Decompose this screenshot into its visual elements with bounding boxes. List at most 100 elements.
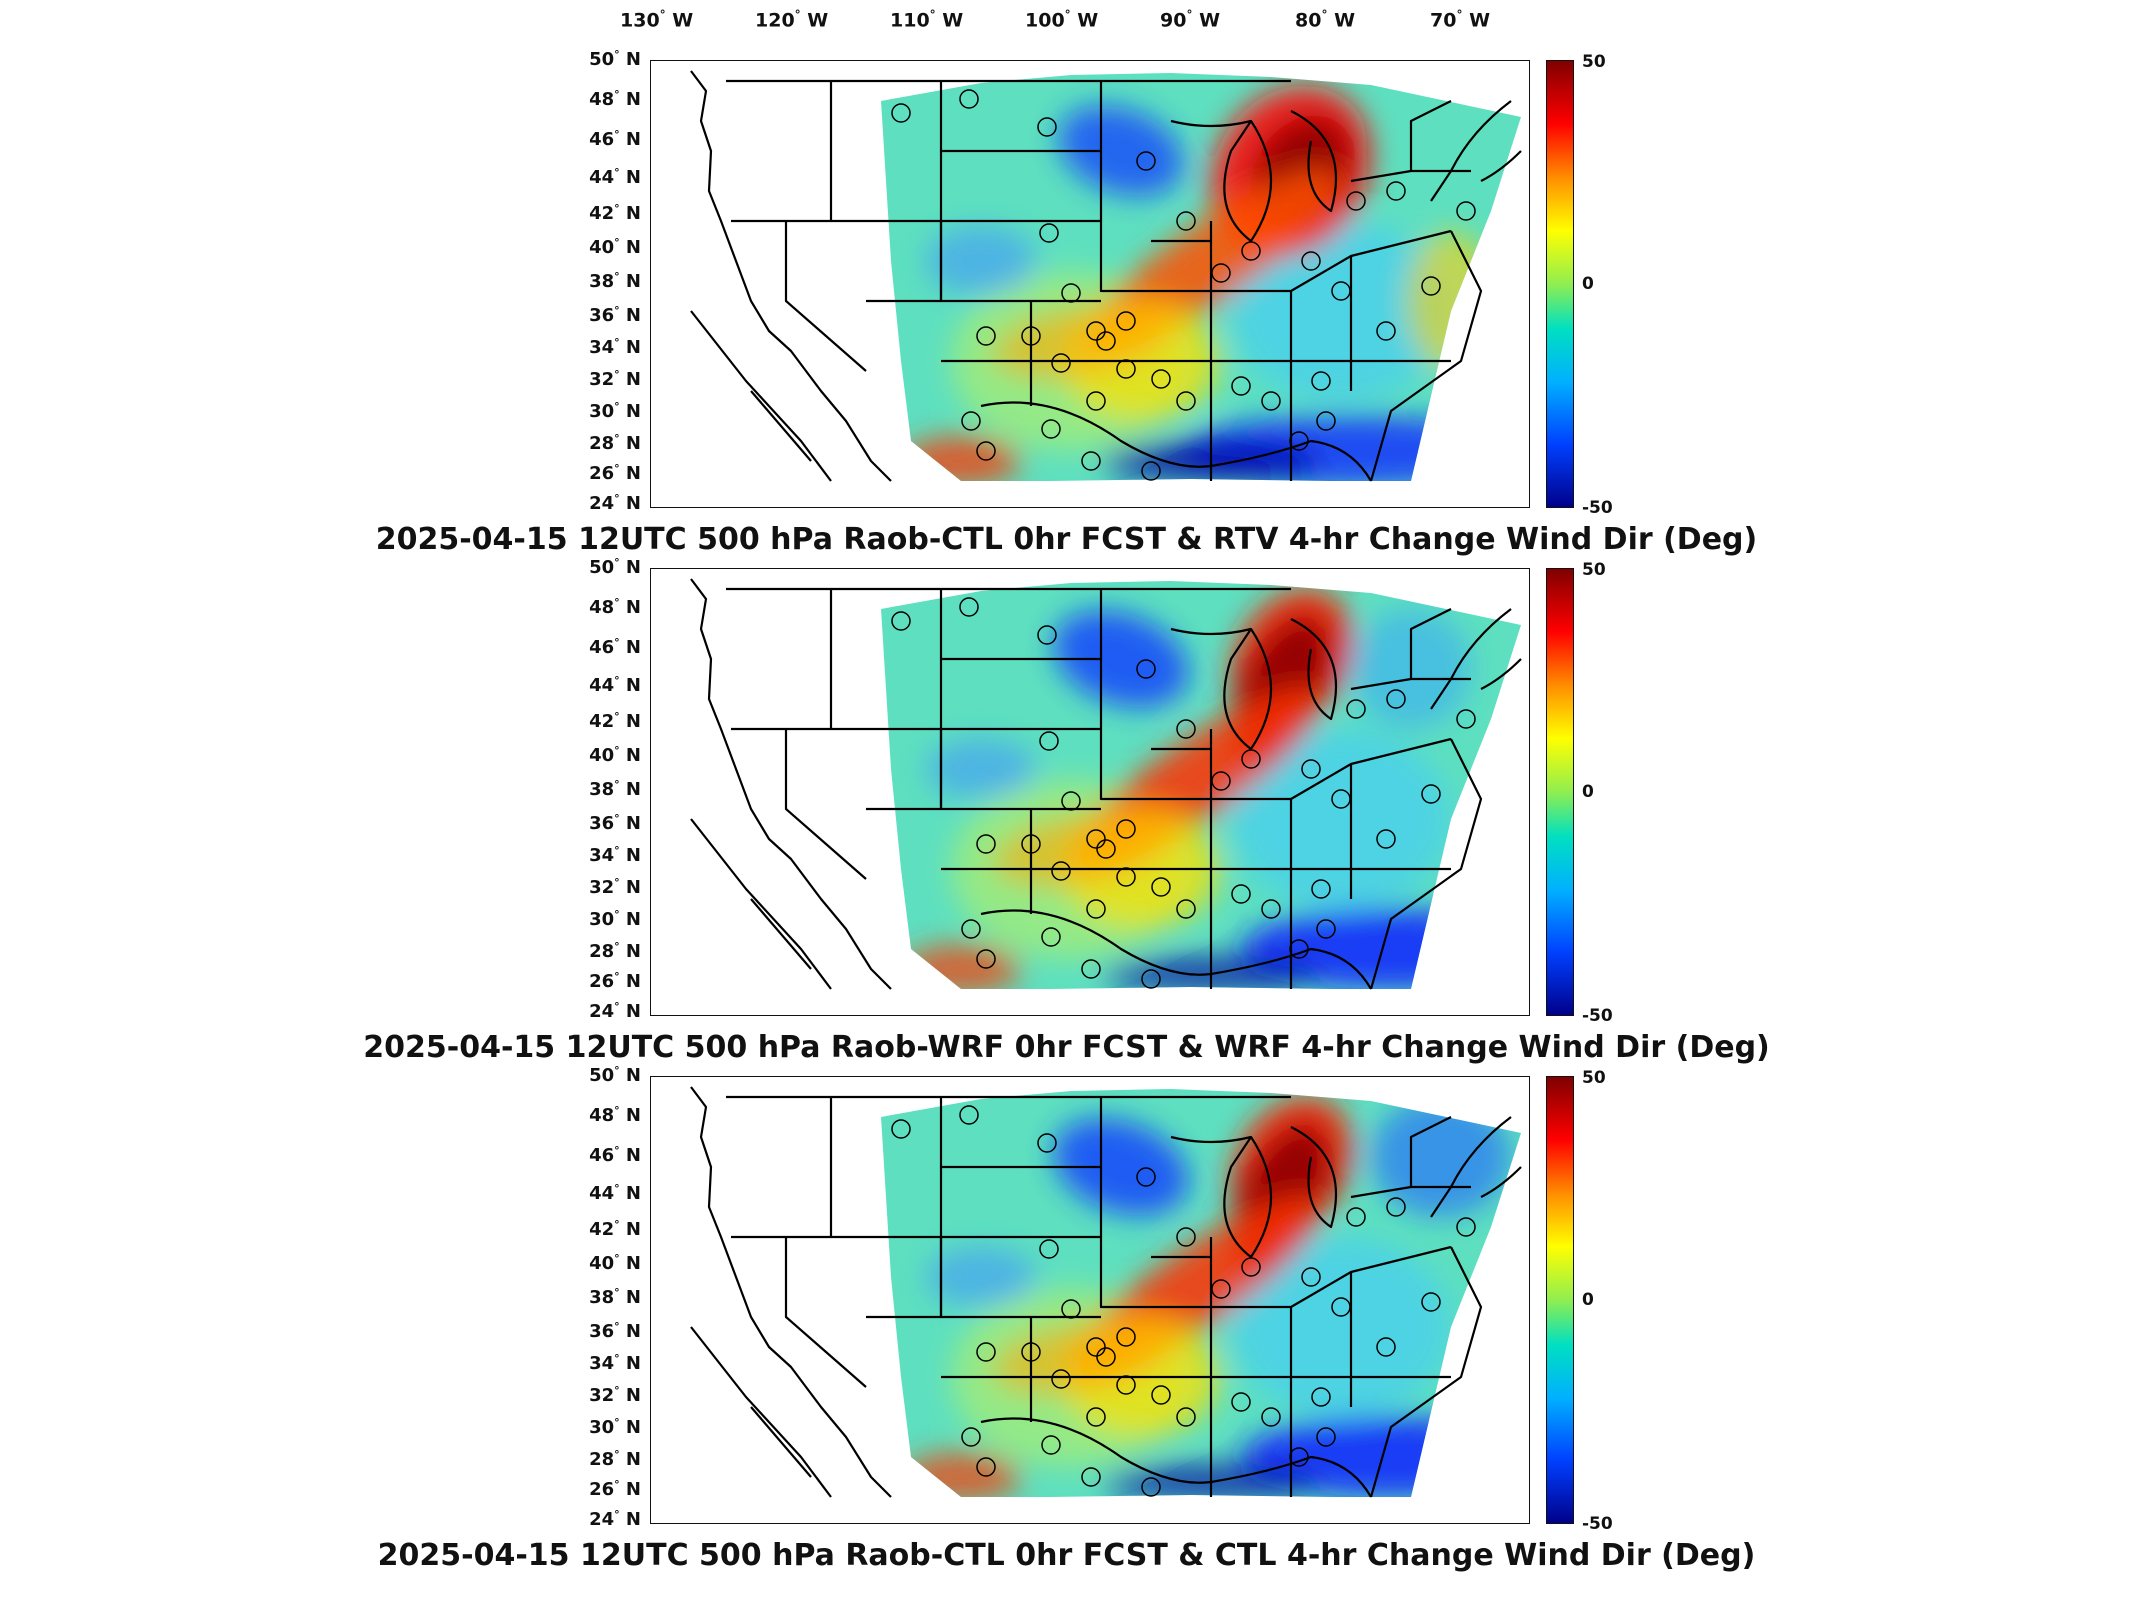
raob-station-marker (1376, 321, 1396, 341)
latitude-tick-label: 48° N (589, 596, 641, 618)
raob-station-marker (976, 1342, 996, 1362)
raob-station-marker (1086, 321, 1106, 341)
boundary-line (1170, 1135, 1252, 1144)
boundary-line (939, 589, 1103, 661)
latitude-tick-label: 24° N (589, 1000, 641, 1022)
raob-station-marker (1037, 625, 1057, 645)
raob-station-marker (1081, 959, 1101, 979)
raob-station-marker (976, 834, 996, 854)
boundary-line (1099, 221, 1211, 293)
boundary-line (784, 729, 867, 880)
field-blob (1053, 610, 1189, 708)
boundary-line (1480, 658, 1522, 690)
boundary-line (1290, 110, 1338, 213)
colorbar (1546, 60, 1574, 508)
raob-station-marker (1346, 191, 1366, 211)
raob-station-marker (1301, 251, 1321, 271)
field-blob (901, 436, 1021, 481)
boundary-line (750, 1406, 812, 1478)
raob-station-marker (1151, 369, 1171, 389)
raob-station-marker (1231, 884, 1251, 904)
latitude-tick-label: 28° N (589, 432, 641, 454)
boundary-line (1409, 100, 1452, 171)
raob-station-marker (1086, 1407, 1106, 1427)
raob-station-marker (1456, 1217, 1476, 1237)
raob-station-marker (1421, 1292, 1441, 1312)
boundary-line (1430, 100, 1512, 202)
field-blob (1406, 231, 1496, 371)
latitude-tick-label: 32° N (589, 1384, 641, 1406)
latitude-tick-label: 26° N (589, 1478, 641, 1500)
raob-station-marker (1176, 391, 1196, 411)
boundary-line (1430, 608, 1512, 710)
raob-station-marker (891, 103, 911, 123)
latitude-tick-label: 32° N (589, 368, 641, 390)
raob-station-marker (1421, 276, 1441, 296)
raob-station-marker (1061, 283, 1081, 303)
boundary-line (750, 390, 812, 462)
raob-station-marker (1151, 877, 1171, 897)
raob-station-marker (1039, 1239, 1059, 1259)
boundary-line (784, 221, 867, 372)
latitude-tick-label: 36° N (589, 1320, 641, 1342)
raob-station-marker (1141, 1477, 1161, 1497)
boundary-line (690, 1326, 832, 1498)
raob-station-marker (1211, 1279, 1231, 1299)
raob-station-marker (1231, 376, 1251, 396)
field-blob (901, 944, 1021, 989)
boundary-line (1369, 738, 1483, 990)
raob-station-marker (1081, 451, 1101, 471)
raob-station-marker (976, 1457, 996, 1477)
raob-station-marker (1241, 749, 1261, 769)
map-svg (690, 1086, 1522, 1498)
raob-station-marker (1289, 1447, 1309, 1467)
colorbar-mid-label: 0 (1582, 1290, 1594, 1310)
boundary-line (1369, 230, 1483, 482)
panel-title: 2025-04-15 12UTC 500 hPa Raob-CTL 0hr FC… (377, 1538, 1756, 1573)
raob-station-marker (1261, 1407, 1281, 1427)
field-blob (926, 226, 1036, 296)
raob-station-marker (961, 919, 981, 939)
field-blob (926, 1247, 1036, 1307)
latitude-tick-label: 46° N (589, 636, 641, 658)
raob-station-marker (1021, 1342, 1041, 1362)
colorbar-max-label: 50 (1582, 1068, 1606, 1088)
raob-station-marker (891, 1119, 911, 1139)
raob-station-marker (961, 1427, 981, 1447)
boundary-line (1223, 119, 1273, 243)
latitude-tick-label: 24° N (589, 492, 641, 514)
raob-station-marker (1051, 353, 1071, 373)
raob-station-marker (1301, 759, 1321, 779)
colorbar (1546, 568, 1574, 1016)
longitude-tick-label: 120° W (755, 8, 829, 32)
latitude-tick-label: 30° N (589, 908, 641, 930)
raob-station-marker (1116, 819, 1136, 839)
latitude-tick-label: 40° N (589, 744, 641, 766)
raob-station-marker (1176, 719, 1196, 739)
raob-station-marker (1261, 899, 1281, 919)
latitude-tick-label: 48° N (589, 1104, 641, 1126)
raob-station-marker (1136, 1167, 1156, 1187)
field-blob (1231, 729, 1451, 909)
boundary-line (1170, 119, 1252, 128)
colorbar-max-label: 50 (1582, 52, 1606, 72)
raob-station-marker (1086, 899, 1106, 919)
boundary-line (1409, 1116, 1452, 1187)
colorbar-max-label: 50 (1582, 560, 1606, 580)
boundary-line (1223, 627, 1273, 751)
raob-station-marker (1386, 689, 1406, 709)
latitude-tick-label: 30° N (589, 400, 641, 422)
boundary-line (1409, 608, 1452, 679)
longitude-axis: 130° W 120° W 110° W 100° W 90° W 80° W 70° W (0, 0, 2133, 40)
raob-station-marker (1021, 834, 1041, 854)
longitude-tick-label: 130° W (620, 8, 694, 32)
latitude-tick-label: 36° N (589, 812, 641, 834)
raob-station-marker (976, 326, 996, 346)
raob-station-marker (1151, 1385, 1171, 1405)
latitude-tick-label: 46° N (589, 128, 641, 150)
boundary-line (1480, 1166, 1522, 1198)
raob-station-marker (1116, 867, 1136, 887)
boundary-line (690, 818, 832, 990)
raob-station-marker (1261, 391, 1281, 411)
raob-station-marker (1061, 791, 1081, 811)
